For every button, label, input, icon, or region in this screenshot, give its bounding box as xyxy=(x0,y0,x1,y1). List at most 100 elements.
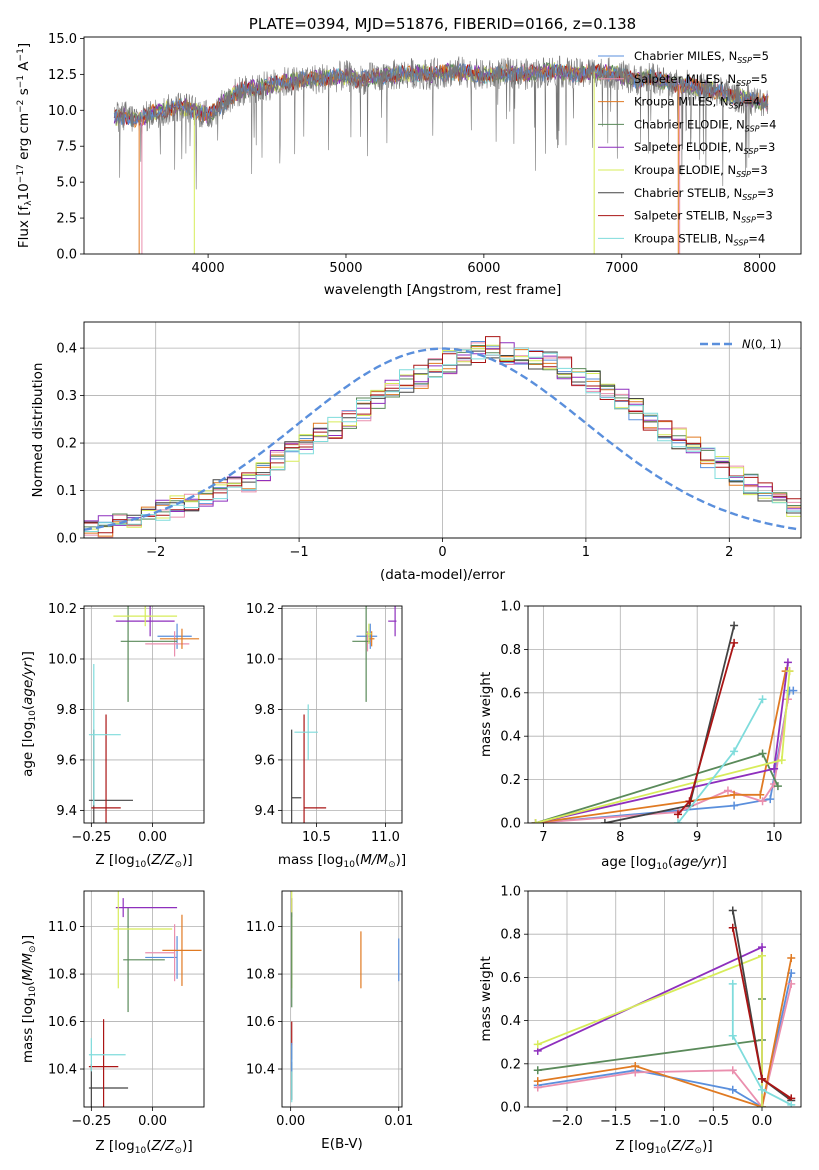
kroupa_elodie-marker xyxy=(785,667,794,676)
age_vs_mass-axes: 10.5 11.0 9.4 9.6 9.8 10.0 10.2 xyxy=(246,602,402,845)
y-axis-label: mass [log10(M/M⊙)] xyxy=(20,935,38,1063)
y-tick-label: 9.4 xyxy=(254,804,275,819)
x-tick-label: 0.00 xyxy=(276,1114,305,1129)
y-tick-label: 10.6 xyxy=(48,1015,77,1030)
kroupa_elodie-marker xyxy=(758,951,766,960)
salpeter_stelib-hist xyxy=(84,336,801,534)
age_vs_mass-frame xyxy=(281,605,403,824)
kroupa_elodie-marker xyxy=(531,819,540,823)
spectrum-axes: 4000 5000 6000 7000 8000 0.0 2.5 5.0 7.5 10.0 12.5… xyxy=(48,32,776,276)
y-axis-label: mass weight xyxy=(478,956,494,1041)
x-axis-label: Z [log10(Z/Z⊙)] xyxy=(95,852,192,870)
y-tick-label: 0.0 xyxy=(500,1101,521,1116)
y-tick-label: 0.4 xyxy=(500,730,521,745)
y-tick-label: 0.8 xyxy=(500,643,521,658)
y-tick-label: 9.8 xyxy=(56,703,77,718)
x-tick-label: −1.5 xyxy=(600,1114,632,1129)
spectrum-legend: Chabrier MILES, NSSP=5 Salpeter MILES, NS… xyxy=(598,49,776,247)
kroupa_miles-line xyxy=(537,957,793,1107)
salpeter_stelib-marker xyxy=(685,797,694,806)
x-tick-label: 0.01 xyxy=(384,1114,413,1129)
x-tick-label: 7000 xyxy=(605,261,638,276)
salpeter_stelib-marker xyxy=(673,810,682,819)
x-tick-label: −1 xyxy=(290,545,309,560)
salpeter_stelib-marker xyxy=(728,923,737,932)
y-tick-label: 10.2 xyxy=(246,602,275,617)
salpeter_elodie-marker xyxy=(758,943,766,952)
x-tick-label: 6000 xyxy=(467,261,500,276)
y-tick-label: 10.8 xyxy=(48,968,77,983)
kroupa_miles-line xyxy=(535,670,790,823)
y-axis-label: Flux [fλ10−17 erg cm−2 s−1 A−1] xyxy=(16,43,34,248)
y-tick-label: 2.5 xyxy=(56,212,77,227)
mass_weight_vs_age-lines xyxy=(531,621,798,823)
x-tick-label: −0.5 xyxy=(697,1114,729,1129)
x-tick-label: 8000 xyxy=(743,261,776,276)
chabrier_stelib-marker xyxy=(600,819,609,823)
y-tick-label: 10.6 xyxy=(246,1015,275,1030)
mass_vs_ebv-axes: 0.00 0.01 10.4 10.6 10.8 11.0 xyxy=(246,891,413,1129)
x-tick-label: −0.25 xyxy=(71,1114,111,1129)
y-tick-label: 10.4 xyxy=(246,1063,275,1078)
y-tick-label: 10.0 xyxy=(48,652,77,667)
age_vs_Z-axes: −0.25 0.00 9.4 9.6 9.8 10.0 10.2 xyxy=(48,602,204,845)
spectrum-lines xyxy=(113,55,769,254)
x-tick-label: 0 xyxy=(438,545,446,560)
legend-label: Salpeter ELODIE, NSSP=3 xyxy=(634,140,775,156)
kroupa_stelib-marker xyxy=(730,747,739,756)
x-axis-label: mass [log10(M/M⊙)] xyxy=(278,852,406,870)
y-tick-label: 0.6 xyxy=(500,686,521,701)
y-tick-label: 9.6 xyxy=(56,753,77,768)
mass_vs_ebv-frame xyxy=(281,890,403,1108)
y-tick-label: 15.0 xyxy=(48,32,77,47)
x-axis-label: Z [log10(Z/Z⊙)] xyxy=(95,1138,192,1156)
x-tick-label: 1 xyxy=(582,545,590,560)
x-axis-label: wavelength [Angstrom, rest frame] xyxy=(324,282,562,298)
y-tick-label: 7.5 xyxy=(56,140,77,155)
age_vs_mass-points xyxy=(291,606,397,823)
y-tick-label: 10.2 xyxy=(48,602,77,617)
legend-label: N(0, 1) xyxy=(742,337,782,351)
kroupa_stelib-marker xyxy=(728,979,737,988)
salpeter_miles-marker xyxy=(787,979,796,988)
y-tick-label: 0.1 xyxy=(56,484,77,499)
age_vs_Z-frame xyxy=(83,605,205,824)
kroupa_elodie-marker xyxy=(758,1103,766,1107)
y-axis-label: age [log10(age/yr)] xyxy=(20,651,38,777)
kroupa_miles-marker xyxy=(730,790,739,799)
y-tick-label: 10.0 xyxy=(246,652,275,667)
y-tick-label: 0.0 xyxy=(56,532,77,547)
y-tick-label: 12.5 xyxy=(48,68,77,83)
y-tick-label: 11.0 xyxy=(246,920,275,935)
x-tick-label: 11.0 xyxy=(371,830,400,845)
x-axis-label: Z [log10(Z/Z⊙)] xyxy=(615,1138,712,1156)
chabrier_stelib-marker xyxy=(728,906,737,915)
observed-spectrum-line xyxy=(114,55,769,190)
y-tick-label: 11.0 xyxy=(48,920,77,935)
y-tick-label: 0.6 xyxy=(500,971,521,986)
y-tick-label: 9.4 xyxy=(56,804,77,819)
salpeter_stelib-marker xyxy=(730,638,739,647)
y-axis-label: mass weight xyxy=(478,672,494,757)
legend-label: Kroupa STELIB, NSSP=4 xyxy=(634,231,765,247)
mass_vs_Z-points xyxy=(88,891,202,1107)
y-tick-label: 0.8 xyxy=(500,928,521,943)
x-tick-label: 5000 xyxy=(329,261,362,276)
mass_weight_vs_Z-axes: −2.0 −1.5 −1.0 −0.5 0.0 0.0 0.2 0.4 0.6 0.8 1.0 xyxy=(500,885,801,1129)
salpeter_miles-marker xyxy=(723,786,732,795)
y-tick-label: 0.2 xyxy=(500,773,521,788)
legend-label: Chabrier STELIB, NSSP=3 xyxy=(634,186,774,202)
chabrier_miles-marker xyxy=(730,801,739,810)
chart-title: PLATE=0394, MJD=51876, FIBERID=0166, z=0… xyxy=(249,15,636,33)
y-tick-label: 9.8 xyxy=(254,703,275,718)
kroupa_elodie-marker xyxy=(533,1040,542,1049)
x-tick-label: 0.00 xyxy=(138,830,167,845)
kroupa_stelib-hist xyxy=(84,347,801,532)
kroupa_stelib-marker xyxy=(787,1100,796,1107)
kroupa_miles-marker xyxy=(631,1061,640,1070)
salpeter_elodie-marker xyxy=(770,764,779,773)
y-tick-label: 1.0 xyxy=(500,885,521,900)
chabrier_elodie-marker xyxy=(773,782,782,791)
legend-label: Chabrier ELODIE, NSSP=4 xyxy=(634,117,776,133)
chabrier_miles-marker xyxy=(766,795,775,804)
